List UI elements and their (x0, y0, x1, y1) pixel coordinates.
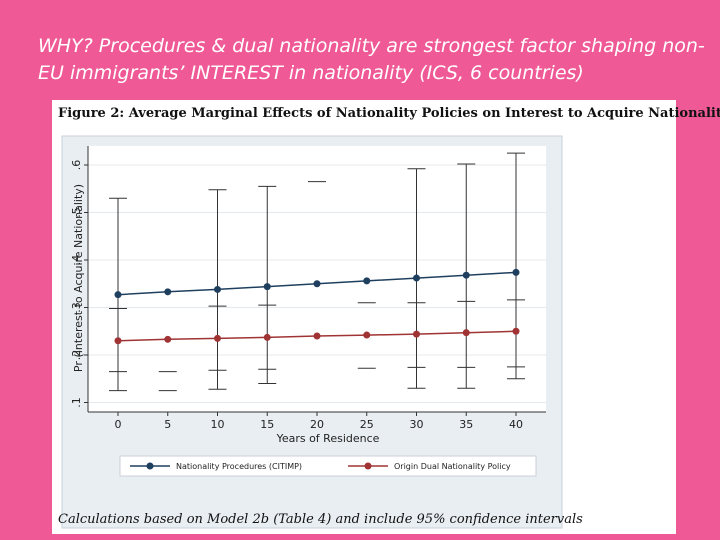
legend-marker-0 (146, 462, 154, 470)
x-tick-label-7: 35 (459, 418, 473, 431)
legend-label-1: Origin Dual Nationality Policy (394, 462, 511, 471)
figure-caption: Calculations based on Model 2b (Table 4)… (58, 512, 583, 527)
x-tick-label-0: 0 (115, 418, 122, 431)
y-tick-label-3: .4 (70, 255, 83, 266)
figure-title: Figure 2: Average Marginal Effects of Na… (58, 106, 720, 121)
data-point-s0-0 (114, 291, 122, 299)
data-point-s1-4 (313, 332, 321, 340)
y-tick-label-4: .5 (70, 207, 83, 218)
grid-lines (88, 164, 546, 403)
y-axis-label: Pr (Interest to Acquire Nationality) (72, 184, 85, 372)
data-point-s0-7 (462, 271, 470, 279)
data-point-s0-8 (512, 268, 520, 276)
data-point-s1-7 (462, 329, 470, 337)
data-point-s1-1 (164, 335, 172, 343)
data-point-s0-6 (413, 274, 420, 282)
data-point-s1-5 (363, 331, 371, 339)
data-point-s1-6 (413, 330, 420, 338)
slide-title: WHY? Procedures & dual nationality are s… (38, 35, 705, 84)
data-point-s1-2 (214, 334, 221, 342)
plot-area (88, 146, 546, 412)
x-tick-label-3: 15 (260, 418, 274, 431)
x-tick-label-5: 25 (360, 418, 374, 431)
data-point-s0-3 (263, 283, 271, 291)
data-point-s0-2 (214, 285, 221, 293)
x-tick-label-2: 10 (211, 418, 225, 431)
y-tick-label-1: .2 (70, 350, 83, 361)
y-tick-label-5: .6 (70, 160, 83, 171)
x-tick-label-1: 5 (164, 418, 171, 431)
x-tick-label-8: 40 (509, 418, 523, 431)
series-points (114, 268, 520, 345)
y-axis-ticks: .1 .2 .3 .4 .5 .6 (70, 160, 88, 408)
x-axis-label: Years of Residence (276, 432, 380, 445)
figure-panel: Figure 2: Average Marginal Effects of Na… (52, 100, 720, 534)
x-axis-ticks: 0 5 10 15 20 25 30 35 40 (115, 412, 523, 431)
data-point-s1-3 (263, 333, 271, 341)
legend-box (119, 455, 537, 477)
marginal-effects-chart: .1 .2 .3 .4 .5 .6 0 5 10 15 20 25 30 35 40 Years of R… (61, 135, 563, 529)
legend-marker-1 (364, 462, 372, 470)
data-point-s0-1 (164, 288, 172, 296)
y-tick-label-0: .1 (70, 397, 83, 408)
x-tick-label-4: 20 (310, 418, 324, 431)
y-tick-label-2: .3 (70, 302, 83, 313)
data-point-s0-4 (313, 280, 321, 288)
data-point-s1-8 (512, 327, 520, 335)
legend: Nationality Procedures (CITIMP) Origin Du… (130, 462, 511, 471)
data-point-s0-5 (363, 277, 371, 285)
data-point-s1-0 (114, 337, 122, 345)
x-tick-label-6: 30 (410, 418, 424, 431)
legend-label-0: Nationality Procedures (CITIMP) (176, 462, 302, 471)
